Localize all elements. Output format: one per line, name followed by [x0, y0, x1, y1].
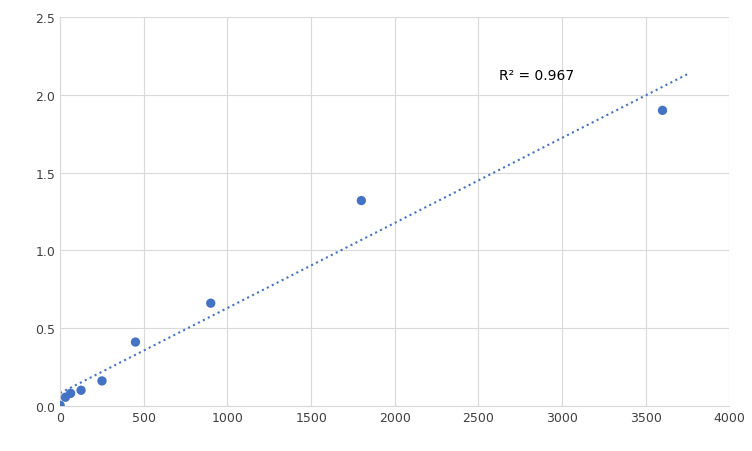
- Text: R² = 0.967: R² = 0.967: [499, 69, 574, 83]
- Point: [59, 394, 71, 401]
- Point: [75, 387, 87, 394]
- Point: [96, 377, 108, 385]
- Point: [129, 339, 141, 346]
- Point: [355, 198, 367, 205]
- Point: [54, 402, 66, 409]
- Point: [65, 390, 77, 397]
- Point: [656, 107, 669, 115]
- Point: [205, 300, 217, 307]
